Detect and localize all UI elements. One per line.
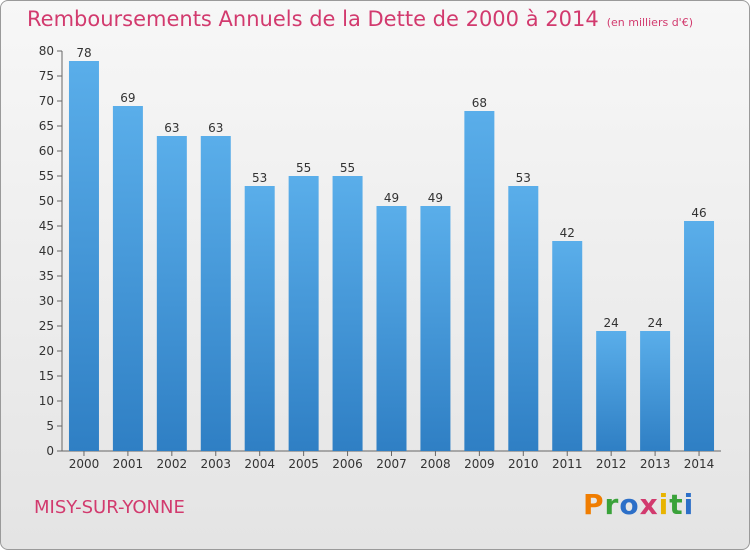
x-tick-label: 2000 — [69, 457, 100, 471]
y-tick-label: 65 — [39, 119, 54, 133]
bar — [552, 241, 583, 451]
y-tick-label: 30 — [39, 294, 54, 308]
y-tick-label: 45 — [39, 219, 54, 233]
x-tick-label: 2007 — [376, 457, 407, 471]
bar — [200, 136, 231, 451]
y-tick-label: 10 — [39, 394, 54, 408]
x-tick-label: 2005 — [288, 457, 319, 471]
commune-name: MISY-SUR-YONNE — [34, 497, 185, 518]
bar — [684, 221, 715, 451]
y-tick-label: 25 — [39, 319, 54, 333]
x-tick-label: 2010 — [508, 457, 539, 471]
y-tick-label: 35 — [39, 269, 54, 283]
bar-value-label: 46 — [691, 206, 706, 220]
y-tick-label: 5 — [46, 419, 54, 433]
bar — [464, 111, 495, 451]
chart-title-text: Remboursements Annuels de la Dette de 20… — [27, 7, 599, 31]
bar-value-label: 24 — [604, 316, 619, 330]
chart-bars: 78 69 63 63 53 55 55 49 49 68 53 42 24 24 46 — [68, 46, 715, 451]
bar-value-label: 63 — [164, 121, 179, 135]
x-tick-label: 2014 — [684, 457, 715, 471]
bar-value-label: 53 — [252, 171, 267, 185]
y-tick-label: 40 — [39, 244, 54, 258]
bar-value-label: 63 — [208, 121, 223, 135]
bar — [156, 136, 187, 451]
bar-value-label: 49 — [428, 191, 443, 205]
chart-title: Remboursements Annuels de la Dette de 20… — [27, 7, 693, 31]
x-tick-label: 2002 — [157, 457, 188, 471]
bar-value-label: 69 — [120, 91, 135, 105]
y-tick-label: 50 — [39, 194, 54, 208]
x-tick-label: 2006 — [332, 457, 363, 471]
bar — [420, 206, 451, 451]
bar — [640, 331, 671, 451]
y-tick-label: 80 — [39, 44, 54, 58]
y-tick-label: 70 — [39, 94, 54, 108]
chart-unit: (en milliers d'€) — [606, 16, 693, 29]
bar — [112, 106, 143, 451]
x-tick-label: 2013 — [640, 457, 671, 471]
y-tick-label: 20 — [39, 344, 54, 358]
bar — [68, 61, 99, 451]
bar-value-label: 53 — [516, 171, 531, 185]
bar-value-label: 55 — [340, 161, 355, 175]
bar-value-label: 55 — [296, 161, 311, 175]
proxiti-logo: Proxiti — [583, 488, 695, 521]
bar-value-label: 24 — [647, 316, 662, 330]
bar — [332, 176, 363, 451]
bar — [244, 186, 275, 451]
y-tick-label: 55 — [39, 169, 54, 183]
x-tick-label: 2008 — [420, 457, 451, 471]
y-tick-label: 60 — [39, 144, 54, 158]
bar — [508, 186, 539, 451]
y-tick-label: 15 — [39, 369, 54, 383]
y-tick-label: 0 — [46, 444, 54, 458]
x-tick-label: 2001 — [113, 457, 144, 471]
bar-value-label: 49 — [384, 191, 399, 205]
bar — [376, 206, 407, 451]
bar-value-label: 78 — [76, 46, 91, 60]
y-tick-label: 75 — [39, 69, 54, 83]
chart-axes: 0 5 10 15 20 25 30 35 40 45 50 55 60 65 70 75 80 2000 2001… — [39, 44, 721, 471]
x-tick-label: 2004 — [244, 457, 275, 471]
bar — [596, 331, 627, 451]
x-tick-label: 2012 — [596, 457, 627, 471]
x-tick-label: 2009 — [464, 457, 495, 471]
x-tick-label: 2003 — [200, 457, 231, 471]
bar-value-label: 68 — [472, 96, 487, 110]
bar-value-label: 42 — [560, 226, 575, 240]
x-tick-label: 2011 — [552, 457, 583, 471]
bar — [288, 176, 319, 451]
